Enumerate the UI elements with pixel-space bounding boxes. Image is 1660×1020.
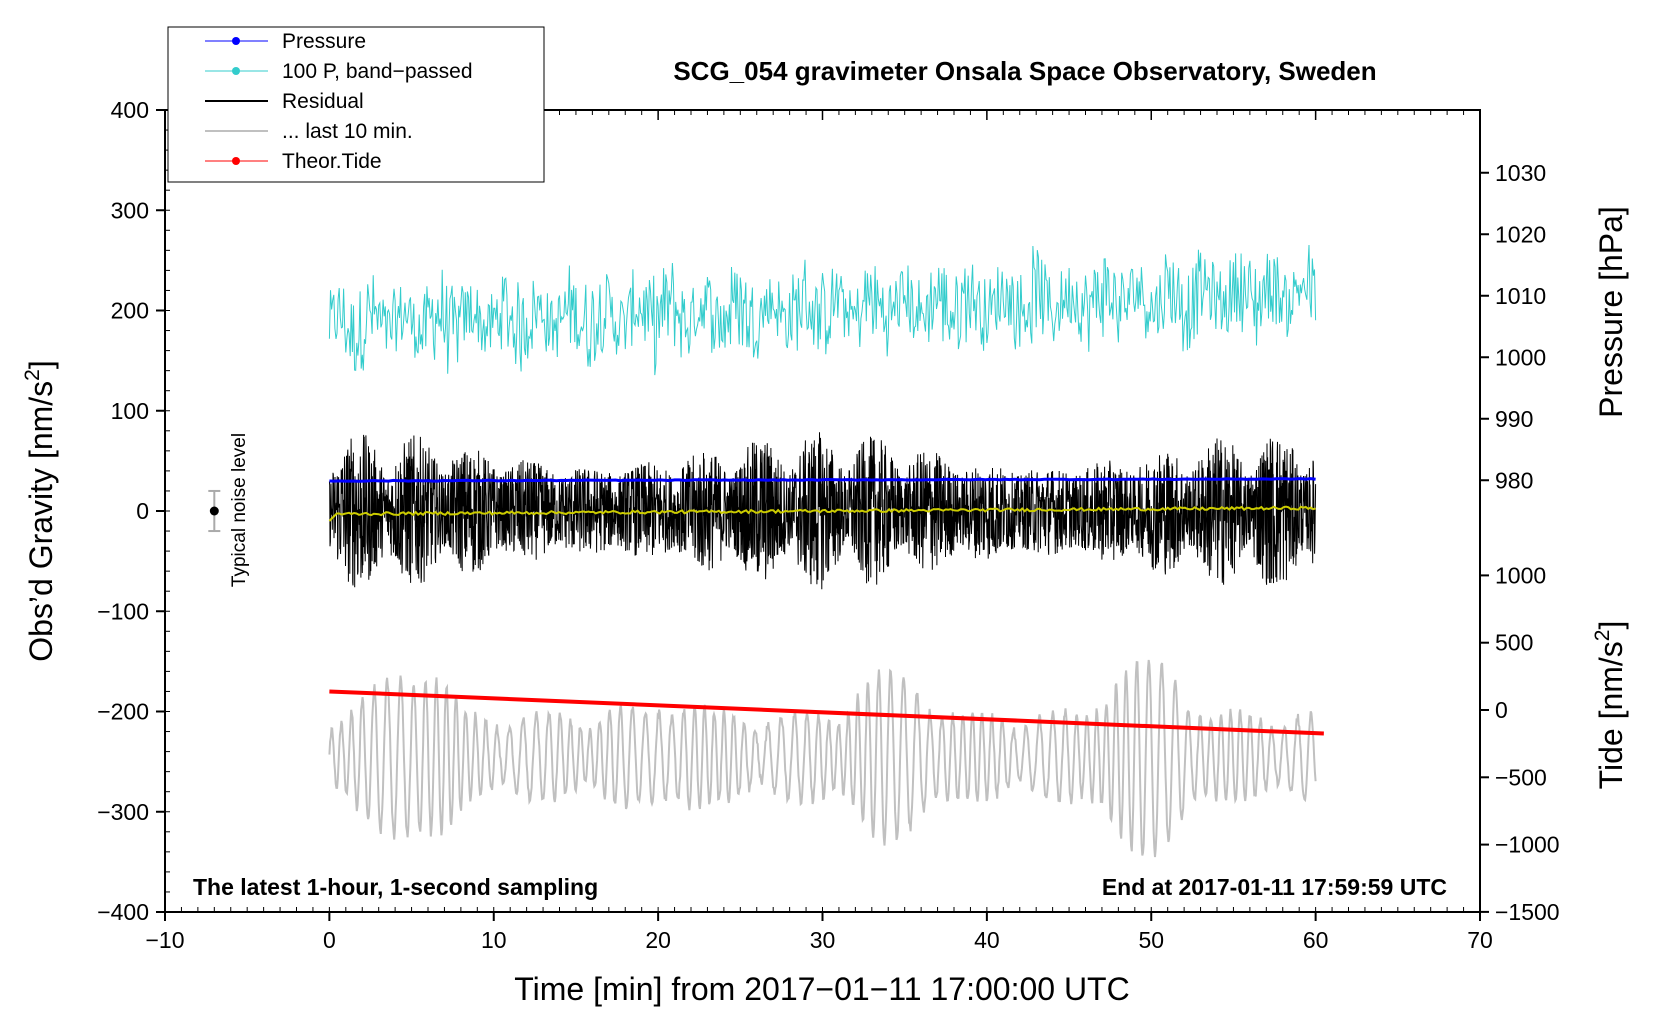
tide-tick-label: 0 [1495, 697, 1508, 723]
y-tick-label: 400 [111, 97, 149, 123]
x-tick-label: 0 [323, 927, 336, 953]
pressure-tick-label: 1020 [1495, 221, 1546, 247]
pressure-tick-label: 1030 [1495, 160, 1546, 186]
chart-title: SCG_054 gravimeter Onsala Space Observat… [673, 56, 1376, 86]
legend-item: Residual [205, 90, 364, 113]
tide-tick-label: −1000 [1495, 832, 1560, 858]
legend-label: Residual [282, 90, 364, 113]
tide-tick-label: −500 [1495, 764, 1547, 790]
y-tick-label: 0 [136, 498, 149, 524]
note-sampling: The latest 1-hour, 1-second sampling [193, 874, 598, 900]
legend-item: Pressure [205, 30, 366, 53]
y-axis-label-tide: Tide [nm/s2] [1591, 621, 1629, 790]
y-tick-label: 300 [111, 197, 149, 223]
legend-marker [232, 67, 240, 75]
x-tick-label: 40 [974, 927, 1000, 953]
legend-marker [232, 37, 240, 45]
legend-box [167, 26, 545, 183]
y-tick-label: 100 [111, 398, 149, 424]
x-tick-label: 50 [1138, 927, 1164, 953]
legend-label: ... last 10 min. [282, 120, 413, 143]
x-tick-label: 60 [1303, 927, 1329, 953]
legend-label: Theor.Tide [282, 150, 382, 173]
tick-layer: −10 0 10 20 30 40 50 60 70−400−300−200−100010020… [97, 97, 1559, 953]
legend-label: 100 P, band−passed [282, 60, 473, 83]
pressure-tick-label: 980 [1495, 467, 1533, 493]
y-axis-label-left: Obs’d Gravity [nm/s2] [21, 360, 59, 662]
noise-dot [209, 506, 219, 516]
pressure-tick-label: 990 [1495, 406, 1533, 432]
x-tick-label: 70 [1467, 927, 1493, 953]
tide-tick-label: −1500 [1495, 899, 1560, 925]
pressure-tick-label: 1010 [1495, 283, 1546, 309]
x-axis-label: Time [min] from 2017−01−11 17:00:00 UTC [514, 971, 1129, 1007]
legend-item: ... last 10 min. [205, 120, 413, 143]
y-tick-label: −100 [97, 598, 149, 624]
x-tick-label: 20 [645, 927, 671, 953]
series-band-passed-pressure [328, 244, 1317, 376]
legend-item: Theor.Tide [205, 150, 382, 173]
y-tick-label: 200 [111, 298, 149, 324]
tide-tick-label: 500 [1495, 630, 1533, 656]
series-last-10-min [328, 659, 1317, 858]
series-residual-mean [328, 505, 1316, 522]
x-tick-label: −10 [145, 927, 184, 953]
legend: Pressure 100 P, band−passed Residual ... la… [167, 26, 545, 183]
series-pressure [329, 477, 1316, 483]
y-tick-label: −200 [97, 699, 149, 725]
legend-item: 100 P, band−passed [205, 60, 473, 83]
legend-label: Pressure [282, 30, 366, 53]
tide-tick-label: 1000 [1495, 562, 1546, 588]
pressure-tick-label: 1000 [1495, 344, 1546, 370]
noise-marker [208, 489, 221, 533]
note-end-time: End at 2017-01-11 17:59:59 UTC [1102, 874, 1447, 900]
noise-label: Typical noise level [229, 433, 250, 587]
y-tick-label: −400 [97, 899, 149, 925]
y-tick-label: −300 [97, 799, 149, 825]
y-axis-label-pressure: Pressure [hPa] [1593, 206, 1629, 418]
legend-marker [232, 157, 240, 165]
series-theoretical-tide [329, 689, 1324, 736]
x-tick-label: 10 [481, 927, 507, 953]
series-layer [328, 244, 1324, 858]
x-tick-label: 30 [810, 927, 836, 953]
series-residual [328, 432, 1317, 590]
